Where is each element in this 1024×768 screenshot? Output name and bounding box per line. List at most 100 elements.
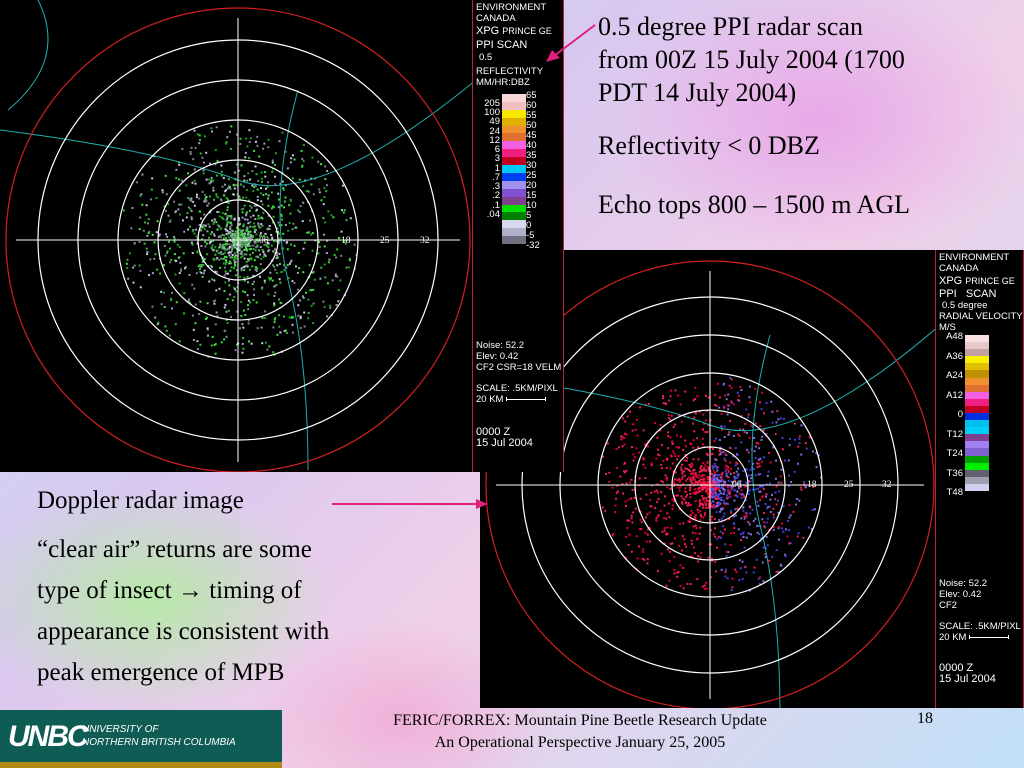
echo-pixel bbox=[715, 437, 718, 440]
echo-pixel bbox=[230, 217, 233, 220]
echo-pixel bbox=[707, 396, 710, 399]
echo-pixel bbox=[685, 445, 688, 448]
echo-pixel bbox=[307, 190, 310, 193]
echo-pixel bbox=[700, 485, 703, 488]
echo-pixel bbox=[139, 194, 142, 197]
echo-pixel bbox=[693, 482, 696, 485]
echo-pixel bbox=[240, 164, 243, 167]
echo-pixel bbox=[772, 526, 775, 529]
echo-pixel bbox=[705, 481, 708, 484]
echo-pixel bbox=[224, 240, 227, 243]
echo-pixel bbox=[208, 182, 211, 185]
echo-pixel bbox=[278, 240, 281, 243]
echo-pixel bbox=[705, 394, 708, 397]
echo-pixel bbox=[198, 138, 201, 141]
text-line: “clear air” returns are some bbox=[37, 536, 312, 563]
echo-pixel bbox=[673, 423, 676, 426]
echo-pixel bbox=[206, 242, 209, 245]
echo-pixel bbox=[179, 261, 182, 264]
echo-pixel bbox=[214, 149, 217, 152]
text-line: 0.5 degree PPI radar scan bbox=[598, 12, 863, 41]
echo-pixel bbox=[318, 191, 321, 194]
echo-pixel bbox=[210, 127, 213, 130]
scan-time: 0000 Z bbox=[476, 426, 511, 438]
echo-pixel bbox=[617, 446, 620, 449]
echo-pixel bbox=[748, 385, 751, 388]
echo-pixel bbox=[277, 192, 280, 195]
echo-pixel bbox=[247, 172, 250, 175]
color-swatch bbox=[502, 228, 526, 237]
echo-pixel bbox=[702, 413, 705, 416]
echo-pixel bbox=[243, 279, 246, 282]
echo-pixel bbox=[722, 493, 725, 496]
scale-label-left: 205 bbox=[484, 98, 500, 109]
echo-pixel bbox=[259, 232, 262, 235]
echo-pixel bbox=[246, 264, 249, 267]
echo-pixel bbox=[630, 517, 633, 520]
echo-pixel bbox=[696, 481, 699, 484]
echo-pixel bbox=[215, 270, 218, 273]
echo-pixel bbox=[684, 454, 687, 457]
echo-pixel bbox=[732, 434, 735, 437]
echo-pixel bbox=[278, 252, 281, 255]
echo-pixel bbox=[667, 447, 670, 450]
echo-pixel bbox=[734, 514, 737, 517]
echo-pixel bbox=[722, 383, 725, 386]
echo-pixel bbox=[715, 466, 718, 469]
echo-pixel bbox=[232, 243, 235, 246]
echo-pixel bbox=[170, 297, 173, 300]
echo-pixel bbox=[683, 459, 686, 462]
echo-pixel bbox=[345, 266, 348, 269]
echo-pixel bbox=[246, 238, 249, 241]
echo-pixel bbox=[788, 542, 791, 545]
echo-pixel bbox=[615, 491, 618, 494]
echo-pixel bbox=[245, 246, 248, 249]
echo-pixel bbox=[215, 311, 218, 314]
echo-pixel bbox=[730, 467, 733, 470]
echo-pixel bbox=[708, 477, 711, 480]
echo-pixel bbox=[317, 252, 320, 255]
river-line bbox=[751, 334, 781, 708]
echo-pixel bbox=[718, 438, 721, 441]
echo-pixel bbox=[748, 436, 751, 439]
echo-pixel bbox=[230, 250, 233, 253]
echo-pixel bbox=[711, 521, 714, 524]
echo-pixel bbox=[650, 464, 653, 467]
echo-pixel bbox=[175, 260, 178, 263]
echo-pixel bbox=[292, 222, 295, 225]
echo-pixel bbox=[323, 187, 326, 190]
echo-pixel bbox=[694, 524, 697, 527]
echo-pixel bbox=[262, 235, 265, 238]
echo-pixel bbox=[233, 252, 236, 255]
echo-pixel bbox=[690, 472, 693, 475]
echo-pixel bbox=[730, 401, 733, 404]
echo-pixel bbox=[300, 149, 303, 152]
echo-pixel bbox=[335, 304, 338, 307]
echo-pixel bbox=[252, 288, 255, 291]
echo-pixel bbox=[241, 236, 244, 239]
echo-pixel bbox=[203, 213, 206, 216]
echo-pixel bbox=[255, 255, 258, 258]
echo-pixel bbox=[257, 214, 260, 217]
echo-pixel bbox=[648, 540, 651, 543]
echo-pixel bbox=[144, 221, 147, 224]
echo-pixel bbox=[730, 488, 733, 491]
echo-pixel bbox=[720, 478, 723, 481]
echo-pixel bbox=[223, 329, 226, 332]
echo-pixel bbox=[267, 181, 270, 184]
pointer-arrow-icon bbox=[546, 24, 596, 62]
echo-pixel bbox=[667, 502, 670, 505]
echo-pixel bbox=[151, 177, 154, 180]
echo-pixel bbox=[239, 275, 242, 278]
echo-pixel bbox=[122, 209, 125, 212]
echo-pixel bbox=[692, 491, 695, 494]
echo-pixel bbox=[126, 266, 129, 269]
echo-pixel bbox=[666, 526, 669, 529]
scale-label: T24 bbox=[946, 448, 963, 459]
echo-pixel bbox=[728, 491, 731, 494]
echo-pixel bbox=[653, 490, 656, 493]
echo-pixel bbox=[260, 326, 263, 329]
echo-pixel bbox=[190, 218, 193, 221]
echo-pixel bbox=[694, 532, 697, 535]
echo-pixel bbox=[174, 323, 177, 326]
